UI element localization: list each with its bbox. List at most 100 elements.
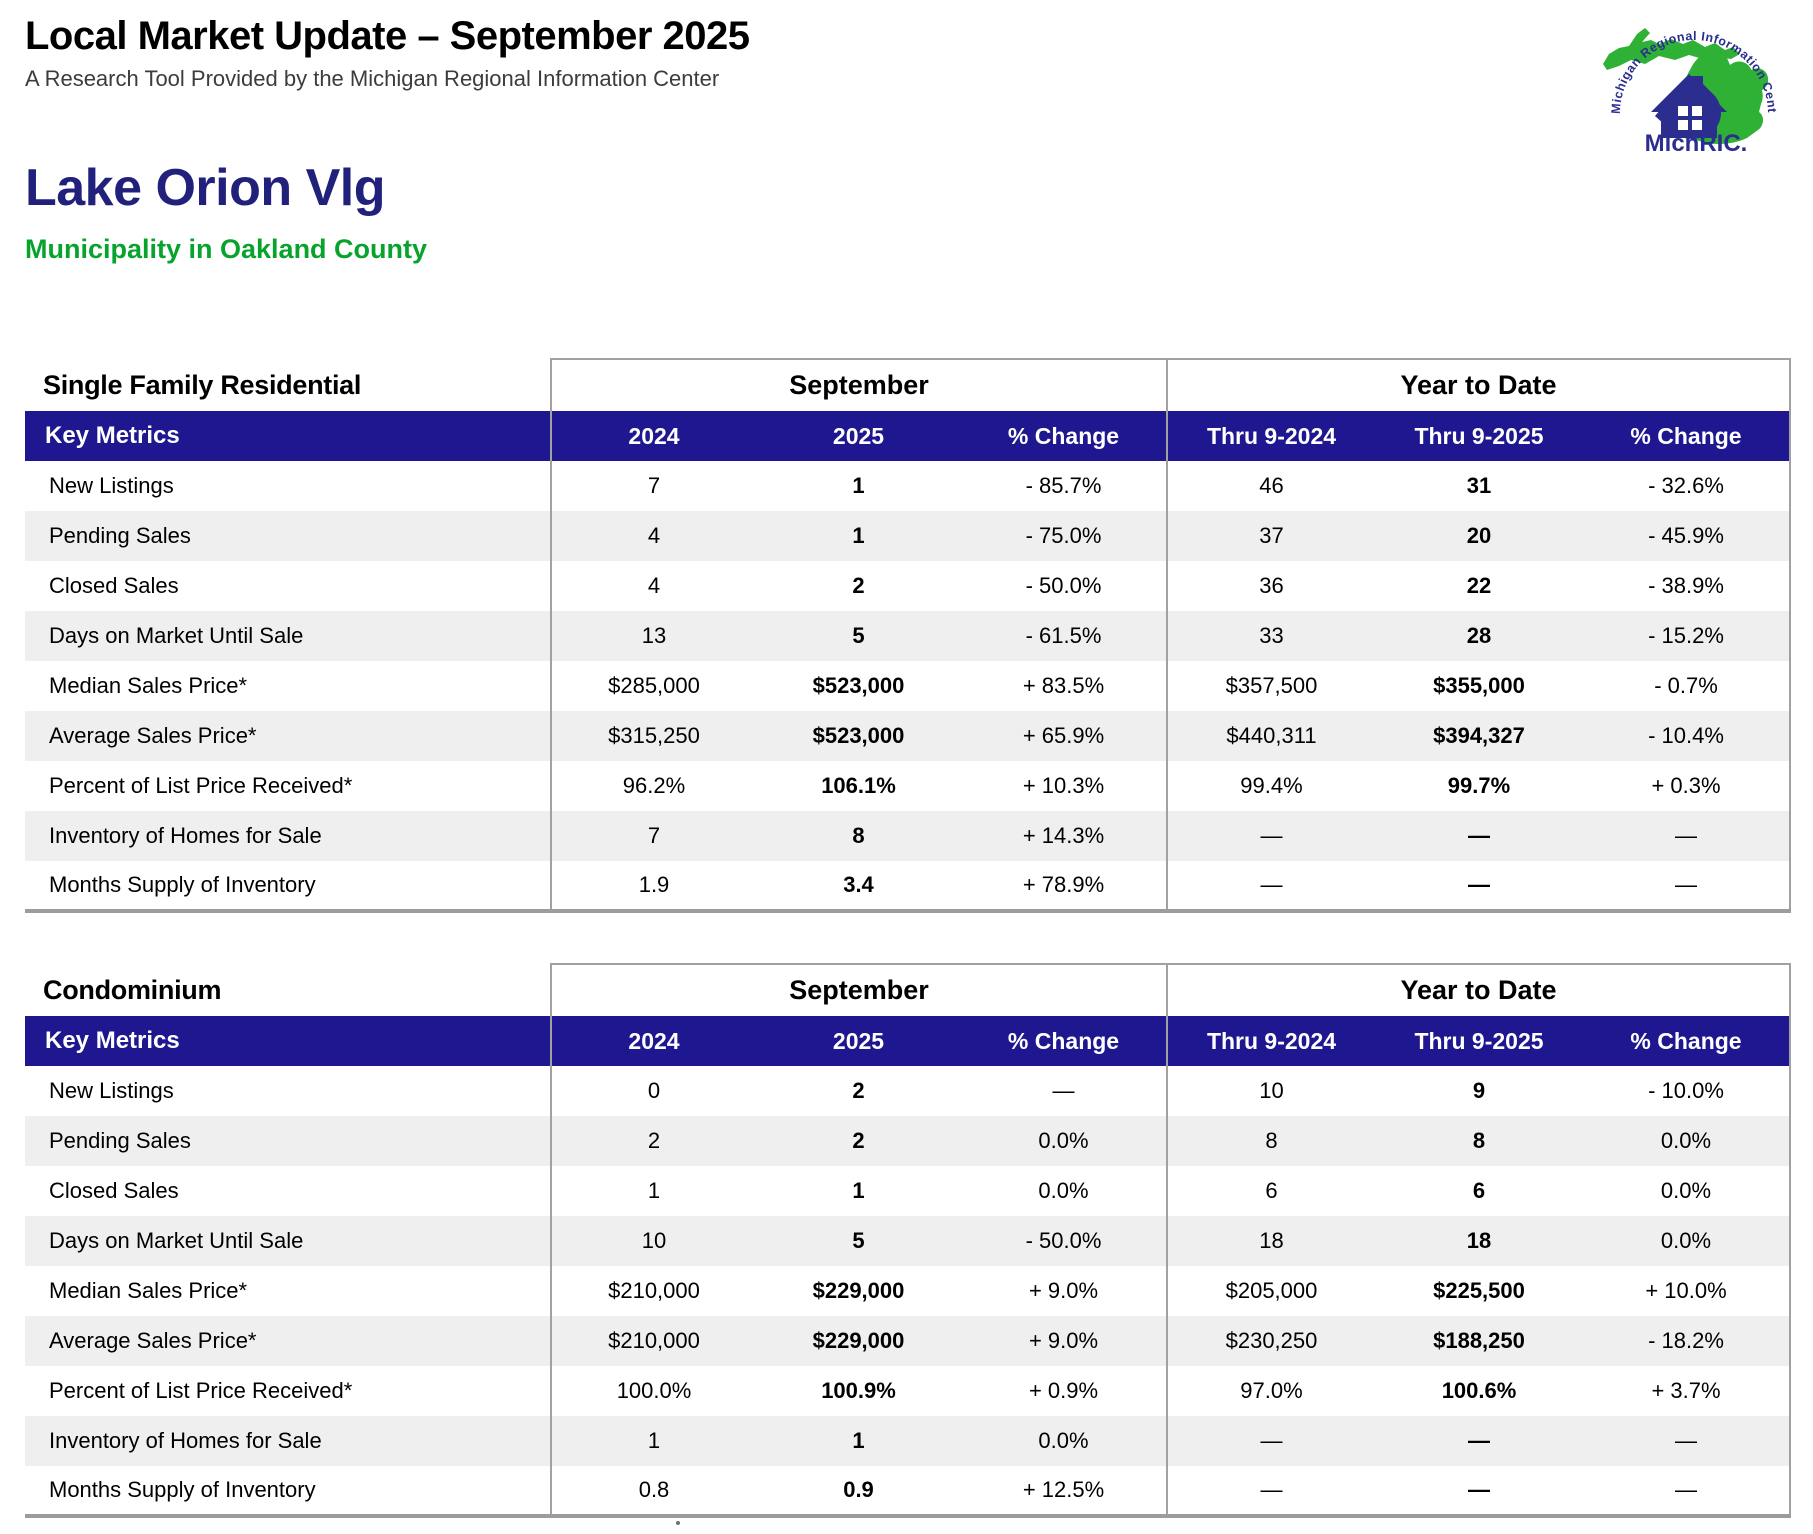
- metric-value: —: [1583, 1466, 1792, 1516]
- metric-value: - 85.7%: [961, 461, 1167, 511]
- metric-value: + 78.9%: [961, 861, 1167, 911]
- metric-value: 8: [1166, 1116, 1375, 1166]
- metric-value: $357,500: [1166, 661, 1375, 711]
- metric-value: - 50.0%: [961, 1216, 1167, 1266]
- september-group-header: September: [550, 358, 1168, 411]
- metric-value: 37: [1166, 511, 1375, 561]
- metric-value: $205,000: [1166, 1266, 1375, 1316]
- metric-label: Closed Sales: [25, 1166, 551, 1216]
- table-row: Months Supply of Inventory 1.9 3.4 + 78.9% —…: [25, 861, 1792, 911]
- metric-value: 18: [1166, 1216, 1375, 1266]
- metric-value: $210,000: [550, 1266, 756, 1316]
- section-title: Condominium: [25, 964, 551, 1016]
- metric-value: 3.4: [756, 861, 961, 911]
- metric-value: + 0.9%: [961, 1366, 1167, 1416]
- col-header-thru-2024: Thru 9-2024: [1166, 1016, 1375, 1066]
- condominium-table-section: Condominium September Year to Date Key M…: [25, 963, 1792, 1518]
- metric-value: —: [1583, 811, 1792, 861]
- metric-value: 1: [756, 461, 961, 511]
- metric-value: 0.0%: [1583, 1216, 1792, 1266]
- michric-logo: Michigan Regional Information Center Mic…: [1589, 0, 1800, 157]
- metric-value: 7: [550, 811, 756, 861]
- table-column-header-row: Key Metrics 2024 2025 % Change Thru 9-20…: [25, 411, 1792, 461]
- metric-value: 99.7%: [1375, 761, 1583, 811]
- metric-value: —: [1375, 811, 1583, 861]
- metric-value: + 3.7%: [1583, 1366, 1792, 1416]
- metric-label: Closed Sales: [25, 561, 551, 611]
- metric-value: $285,000: [550, 661, 756, 711]
- metric-value: 1: [756, 511, 961, 561]
- metric-value: 0.0%: [961, 1166, 1167, 1216]
- metric-label: Percent of List Price Received*: [25, 1366, 551, 1416]
- metric-value: $225,500: [1375, 1266, 1583, 1316]
- metric-value: 31: [1375, 461, 1583, 511]
- metric-value: —: [961, 1066, 1167, 1116]
- metric-label: Median Sales Price*: [25, 1266, 551, 1316]
- table-row: Closed Sales 4 2- 50.0% 36 22- 38.9%: [25, 561, 1792, 611]
- metric-value: $355,000: [1375, 661, 1583, 711]
- year-to-date-group-header: Year to Date: [1167, 358, 1792, 411]
- metric-value: - 15.2%: [1583, 611, 1792, 661]
- metric-value: $230,250: [1166, 1316, 1375, 1366]
- metric-value: 0.8: [550, 1466, 756, 1516]
- col-header-change: % Change: [961, 1016, 1167, 1066]
- col-header-2025: 2025: [756, 1016, 961, 1066]
- table-row: Pending Sales 2 2 0.0% 8 8 0.0%: [25, 1116, 1792, 1166]
- table-row: Months Supply of Inventory 0.8 0.9 + 12.5% —…: [25, 1466, 1792, 1516]
- metric-label: Pending Sales: [25, 1116, 551, 1166]
- metric-value: 4: [550, 561, 756, 611]
- table-column-header-row: Key Metrics 2024 2025 % Change Thru 9-20…: [25, 1016, 1792, 1066]
- metric-value: $523,000: [756, 661, 961, 711]
- metric-value: - 18.2%: [1583, 1316, 1792, 1366]
- metric-value: 10: [550, 1216, 756, 1266]
- metric-value: 1.9: [550, 861, 756, 911]
- metric-value: 8: [756, 811, 961, 861]
- metric-value: $229,000: [756, 1266, 961, 1316]
- metric-value: 4: [550, 511, 756, 561]
- metric-value: $188,250: [1375, 1316, 1583, 1366]
- col-header-2024: 2024: [550, 1016, 756, 1066]
- col-header-2024: 2024: [550, 411, 756, 461]
- metric-value: + 9.0%: [961, 1266, 1167, 1316]
- metric-value: $229,000: [756, 1316, 961, 1366]
- metric-label: Months Supply of Inventory: [25, 861, 551, 911]
- col-header-thru-2025: Thru 9-2025: [1375, 1016, 1583, 1066]
- metric-value: 0.9: [756, 1466, 961, 1516]
- metric-label: New Listings: [25, 1066, 551, 1116]
- metric-value: + 9.0%: [961, 1316, 1167, 1366]
- metric-label: New Listings: [25, 461, 551, 511]
- metric-label: Median Sales Price*: [25, 661, 551, 711]
- key-metrics-header: Key Metrics: [25, 411, 551, 461]
- metric-value: —: [1166, 1466, 1375, 1516]
- table-row: Percent of List Price Received* 96.2% 106.…: [25, 761, 1792, 811]
- condominium-table: Condominium September Year to Date Key M…: [25, 963, 1792, 1518]
- page-title: Local Market Update – September 2025: [25, 14, 750, 58]
- metric-value: - 75.0%: [961, 511, 1167, 561]
- table-row: Days on Market Until Sale 13 5- 61.5% 33 28-…: [25, 611, 1792, 661]
- metric-value: 2: [756, 561, 961, 611]
- metric-value: $523,000: [756, 711, 961, 761]
- footnote-remnant-dot: [676, 1521, 680, 1525]
- year-to-date-group-header: Year to Date: [1167, 963, 1792, 1016]
- metric-value: 97.0%: [1166, 1366, 1375, 1416]
- metric-value: —: [1583, 861, 1792, 911]
- metric-value: 2: [756, 1116, 961, 1166]
- metric-value: 13: [550, 611, 756, 661]
- metric-value: 5: [756, 1216, 961, 1266]
- metric-value: + 14.3%: [961, 811, 1167, 861]
- metric-value: 7: [550, 461, 756, 511]
- metric-value: + 83.5%: [961, 661, 1167, 711]
- metric-value: 0.0%: [961, 1416, 1167, 1466]
- metric-value: + 65.9%: [961, 711, 1167, 761]
- municipality-name: Lake Orion Vlg: [25, 159, 385, 217]
- metric-value: 99.4%: [1166, 761, 1375, 811]
- metric-value: - 45.9%: [1583, 511, 1792, 561]
- metric-label: Average Sales Price*: [25, 1316, 551, 1366]
- table-row: Days on Market Until Sale 10 5- 50.0% 18 18 0…: [25, 1216, 1792, 1266]
- metric-value: 0: [550, 1066, 756, 1116]
- metric-value: 100.0%: [550, 1366, 756, 1416]
- metric-value: —: [1166, 811, 1375, 861]
- col-header-thru-2024: Thru 9-2024: [1166, 411, 1375, 461]
- metric-value: $210,000: [550, 1316, 756, 1366]
- metric-value: + 0.3%: [1583, 761, 1792, 811]
